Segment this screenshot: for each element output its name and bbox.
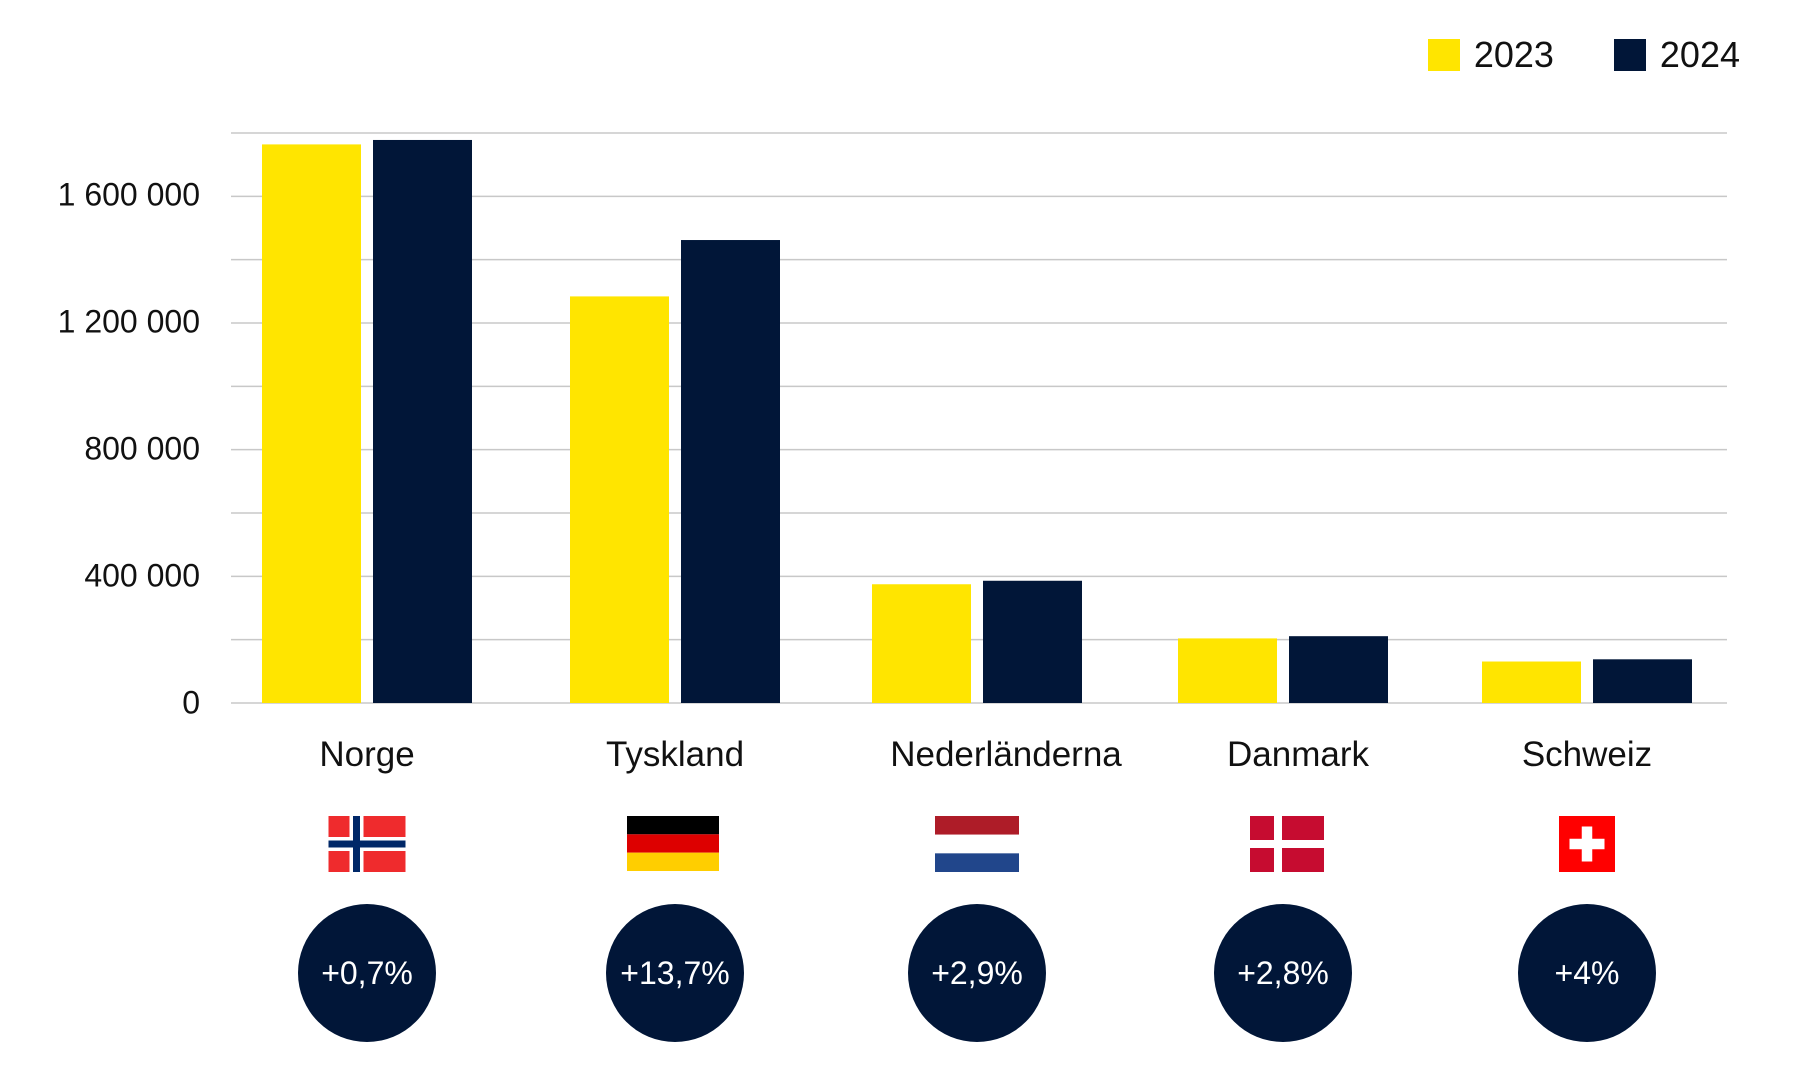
category-label: Tyskland xyxy=(605,735,745,774)
change-badge: +0,7% xyxy=(298,904,436,1042)
y-tick-label: 400 000 xyxy=(84,557,200,594)
y-tick-label: 1 200 000 xyxy=(57,303,200,340)
switzerland-flag-icon xyxy=(1559,816,1615,872)
bar-2023-nederländerna xyxy=(872,584,971,703)
change-badge: +4% xyxy=(1518,904,1656,1042)
germany-flag-icon xyxy=(627,816,719,871)
legend-label-2023: 2023 xyxy=(1473,34,1554,75)
y-tick-label: 0 xyxy=(182,684,200,721)
bar-2023-norge xyxy=(262,144,361,703)
legend-label-2024: 2024 xyxy=(1659,34,1740,75)
bar-2024-danmark xyxy=(1289,636,1388,703)
category-label: Danmark xyxy=(1227,735,1369,774)
bar-2023-schweiz xyxy=(1482,661,1581,703)
denmark-flag-icon xyxy=(1250,816,1324,872)
bar-2024-nederländerna xyxy=(983,580,1082,703)
legend: 2023 2024 xyxy=(1427,34,1740,76)
y-tick-label: 1 600 000 xyxy=(57,176,200,213)
legend-swatch-2024 xyxy=(1613,39,1646,71)
legend-swatch-2023 xyxy=(1427,39,1460,71)
bar-2024-norge xyxy=(373,139,472,703)
category-label: Nederländerna xyxy=(890,735,1122,774)
y-tick-label: 800 000 xyxy=(84,430,200,467)
netherlands-flag-icon xyxy=(935,816,1019,872)
legend-item-2024: 2024 xyxy=(1613,34,1740,76)
bar-2024-tyskland xyxy=(681,240,780,704)
category-label: Schweiz xyxy=(1521,735,1653,774)
bar-2024-schweiz xyxy=(1593,659,1692,703)
bar-2023-danmark xyxy=(1178,638,1277,703)
bar-2023-tyskland xyxy=(570,296,669,703)
legend-item-2023: 2023 xyxy=(1427,34,1554,76)
change-badge: +13,7% xyxy=(606,904,744,1042)
change-badge: +2,8% xyxy=(1214,904,1352,1042)
norway-flag-icon xyxy=(328,816,406,872)
change-badge: +2,9% xyxy=(908,904,1046,1042)
category-label: Norge xyxy=(319,735,415,774)
